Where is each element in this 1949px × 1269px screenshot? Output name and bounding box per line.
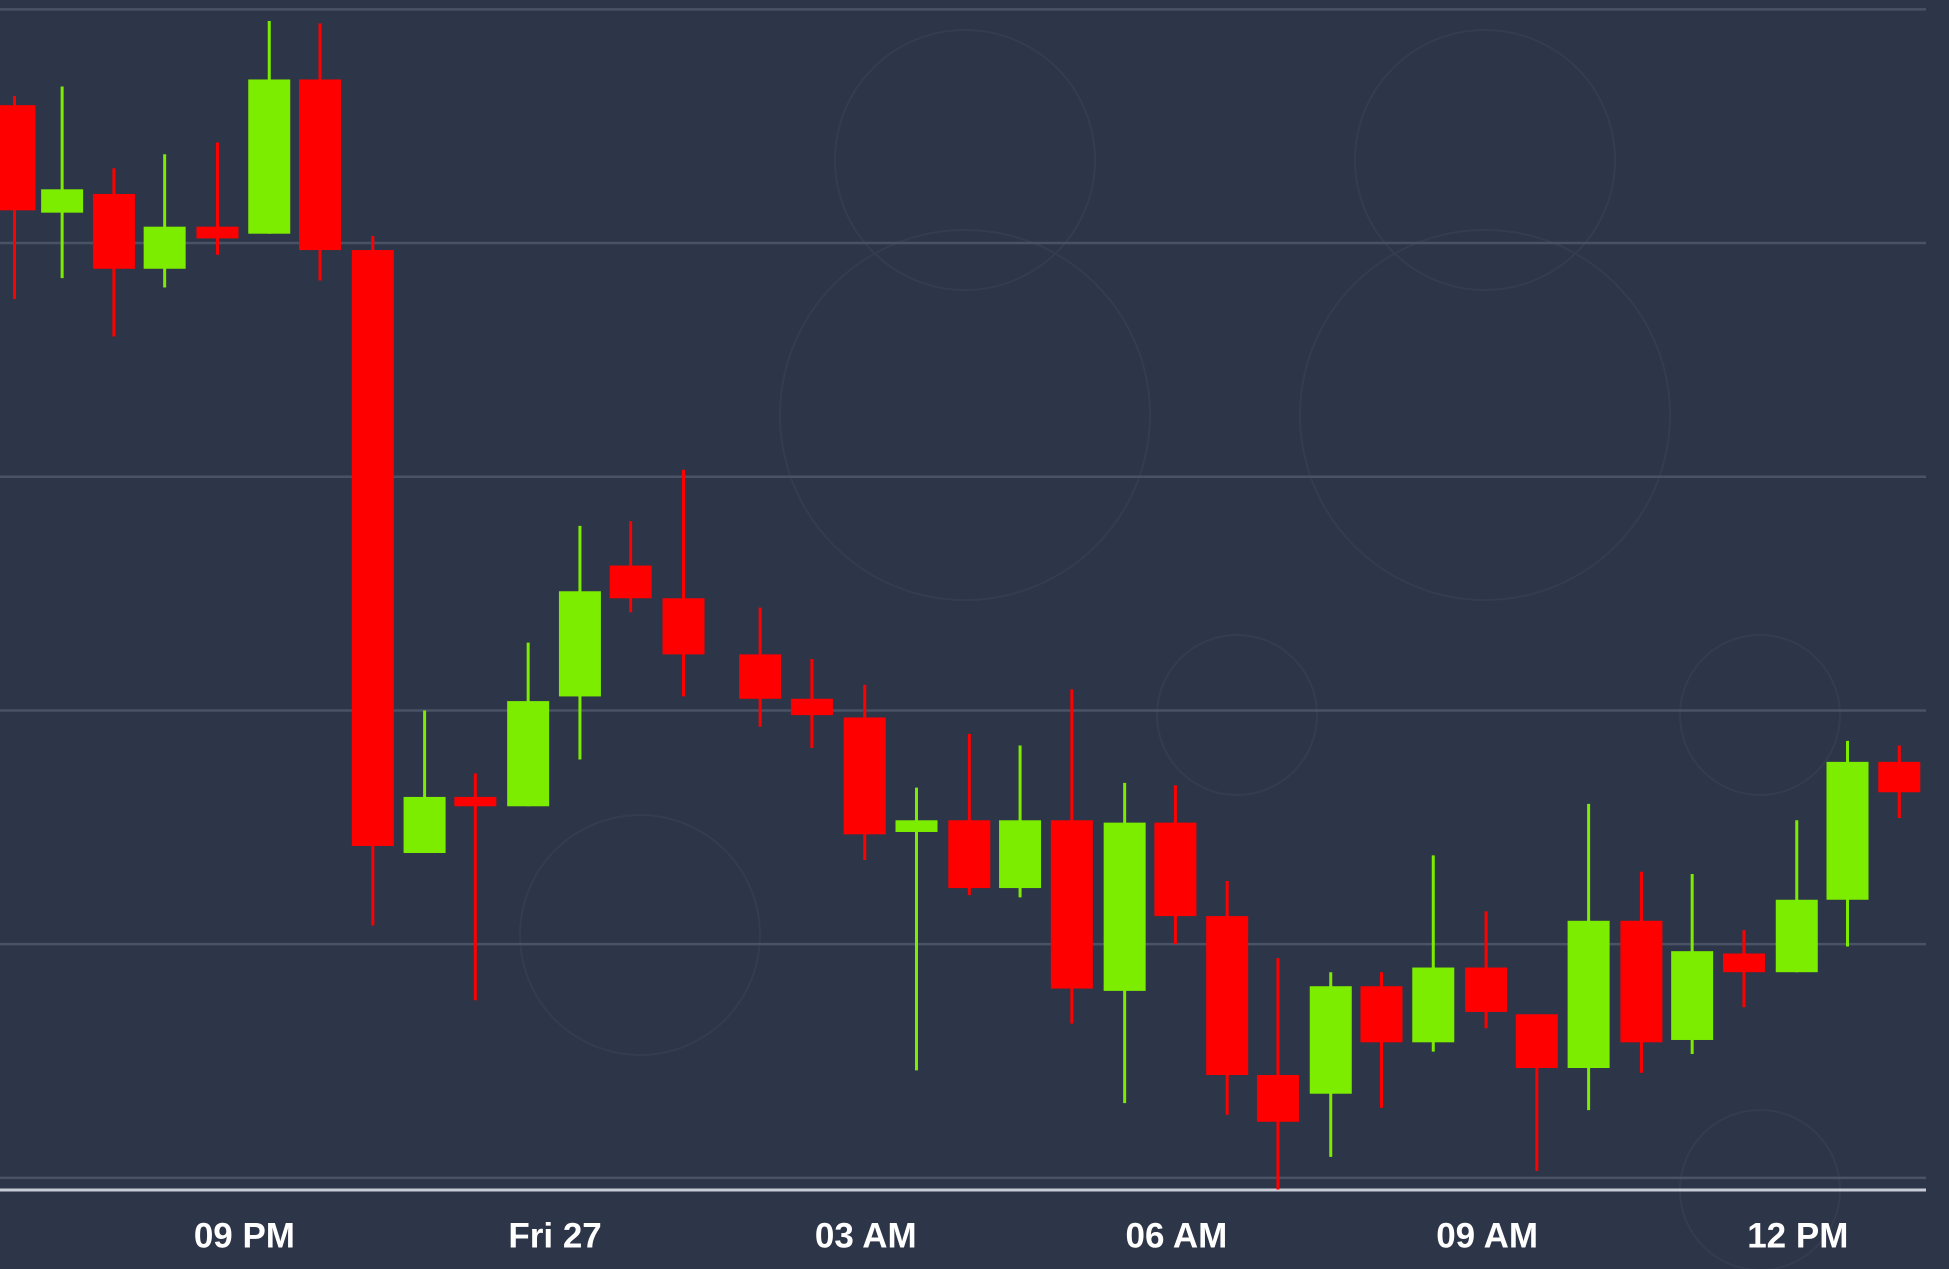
candle-body [1567,920,1610,1069]
candle-body [1878,761,1921,793]
candle-body [1050,820,1093,989]
candle-body [1671,951,1714,1040]
candle-body [1206,916,1249,1076]
candle-body [895,820,938,832]
candle-body [41,189,84,213]
candle-body [1722,953,1765,973]
candle-body [999,820,1042,889]
candle-body [662,598,705,655]
candle-body [948,820,991,889]
candle-body [196,226,239,239]
candle-body [507,701,550,807]
x-tick-label: 12 PM [1747,1216,1848,1255]
candle-body [0,105,36,211]
candle-body [609,565,652,599]
candle-body [403,796,446,854]
candle-body [1465,967,1508,1012]
x-tick-label: 03 AM [815,1216,917,1255]
x-tick-label: Fri 27 [508,1216,601,1255]
candle-body [1620,920,1663,1043]
candle-body [92,193,135,269]
candle-body [1412,967,1455,1043]
candle-body [843,717,886,835]
candle-body [558,591,601,697]
candle-body [299,79,342,251]
candle-body [739,654,782,699]
candle-body [1309,986,1352,1094]
x-tick-label: 06 AM [1126,1216,1228,1255]
candle-body [1256,1075,1299,1122]
candle-body [790,698,833,716]
candle-body [1775,899,1818,973]
candle-body [351,250,394,846]
candle-body [454,796,497,807]
candle-body [248,79,291,234]
candle-body [143,226,186,269]
candle-body [1360,986,1403,1043]
candle-body [1154,822,1197,917]
candle-body [1515,1014,1558,1069]
x-tick-label: 09 PM [194,1216,295,1255]
candle-body [1826,761,1869,900]
x-tick-label: 09 AM [1436,1216,1538,1255]
candle-body [1103,822,1146,991]
